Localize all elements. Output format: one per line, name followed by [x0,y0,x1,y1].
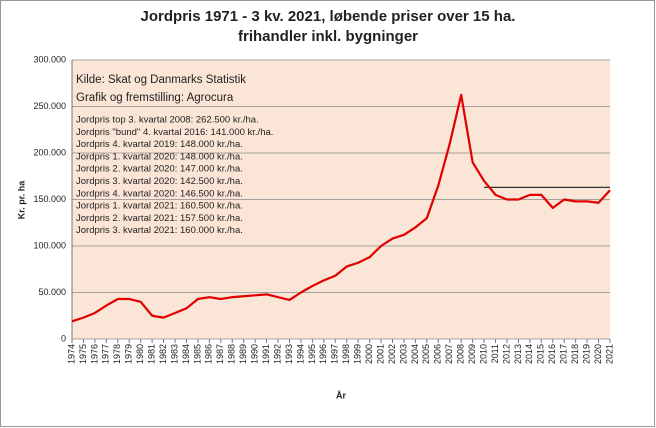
x-tick-label: 1975 [78,344,88,364]
x-tick-label: 2015 [536,344,546,364]
annotation: Jordpris 2. kvartal 2020: 147.000 kr./ha… [76,164,243,175]
annotation: Jordpris 3. kvartal 2020: 142.500 kr./ha… [76,176,243,187]
x-tick-label: 2018 [570,344,580,364]
x-tick-label: 1986 [204,344,214,364]
x-tick-label: 2012 [501,344,511,364]
x-tick-label: 2003 [398,344,408,364]
annotation: Kilde: Skat og Danmarks Statistik [76,74,246,86]
annotation: Jordpris 3. kvartal 2021: 160.000 kr./ha… [76,225,243,236]
annotation: Jordpris 4. kvartal 2019: 148.000 kr./ha… [76,139,243,150]
x-axis-label: År [336,390,346,400]
x-tick-label: 2020 [593,344,603,364]
x-tick-label: 1991 [261,344,271,364]
data-line [71,93,611,323]
x-tick-label: 1987 [215,344,225,364]
x-tick-label: 2017 [559,344,569,364]
x-tick-label: 2000 [364,344,374,364]
x-tick-label: 2011 [490,344,500,363]
chart-title: frihandler inkl. bygninger [238,28,418,45]
y-tick-label: 200.000 [33,147,66,157]
x-tick-label: 1983 [169,344,179,364]
x-tick-label: 1984 [181,344,191,364]
x-tick-label: 2010 [478,344,488,364]
x-tick-label: 2001 [375,344,385,364]
annotation: Jordpris 2. kvartal 2021: 157.500 kr./ha… [76,213,243,224]
x-tick-label: 1982 [158,344,168,364]
x-tick-label: 1976 [89,344,99,364]
annotation: Jordpris 1. kvartal 2020: 148.000 kr./ha… [76,151,243,162]
x-tick-label: 2008 [456,344,466,364]
x-tick-label: 1979 [124,344,134,364]
x-tick-label: 2016 [547,344,557,364]
chart-title: Jordpris 1971 - 3 kv. 2021, løbende pris… [141,8,516,25]
annotation: Jordpris top 3. kvartal 2008: 262.500 kr… [76,115,259,126]
x-tick-label: 2021 [604,344,614,364]
x-tick-label: 2013 [513,344,523,364]
x-tick-label: 1981 [147,344,157,364]
y-axis-label: Kr. pr. ha [16,180,26,220]
x-tick-label: 1998 [341,344,351,364]
x-tick-label: 2005 [421,344,431,364]
x-tick-label: 1985 [192,344,202,364]
x-tick-label: 1978 [112,344,122,364]
x-tick-label: 2014 [524,344,534,364]
x-tick-label: 1974 [66,344,76,364]
x-tick-label: 2004 [410,344,420,364]
annotation: Jordpris 4. kvartal 2020: 146.500 kr./ha… [76,188,243,199]
y-tick-label: 250.000 [33,101,66,111]
annotation: Jordpris "bund" 4. kvartal 2016: 141.000… [76,127,273,138]
x-tick-label: 1997 [330,344,340,364]
x-tick-label: 1995 [307,344,317,364]
x-tick-label: 1977 [101,344,111,364]
x-tick-label: 2002 [387,344,397,364]
annotation: Jordpris 1. kvartal 2021: 160.500 kr./ha… [76,201,243,212]
x-tick-label: 1994 [295,344,305,364]
y-tick-label: 150.000 [33,194,66,204]
y-tick-label: 300.000 [33,54,66,64]
x-tick-label: 2006 [433,344,443,364]
x-tick-label: 2019 [581,344,591,364]
x-tick-label: 1999 [353,344,363,364]
x-tick-label: 1990 [250,344,260,364]
y-tick-label: 100.000 [33,240,66,250]
x-tick-label: 1980 [135,344,145,364]
x-tick-label: 1996 [318,344,328,364]
x-tick-label: 1989 [238,344,248,364]
x-tick-label: 2007 [444,344,454,364]
y-tick-label: 50.000 [38,287,66,297]
annotation: Grafik og fremstilling: Agrocura [76,92,234,104]
x-tick-label: 1988 [227,344,237,364]
y-tick-label: 0 [61,333,66,343]
x-tick-label: 2009 [467,344,477,364]
x-tick-label: 1993 [284,344,294,364]
x-tick-label: 1992 [272,344,282,364]
